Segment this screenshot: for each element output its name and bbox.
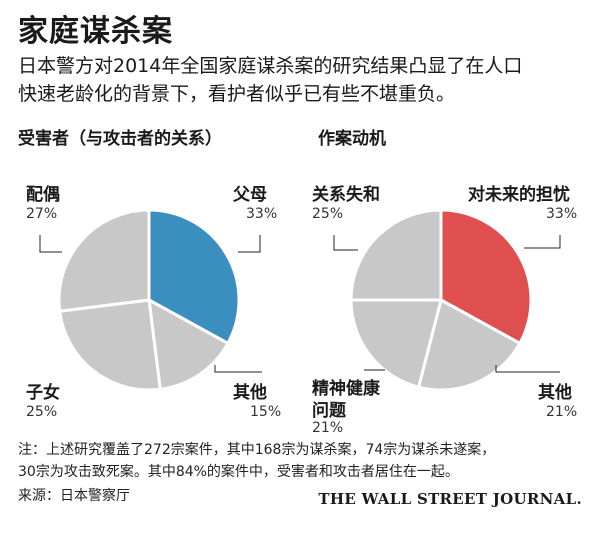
chart-2-slice-0 [439,208,533,345]
leader-line-1 [238,235,261,253]
leader-line-0 [39,235,62,253]
page-title: 家庭谋杀案 [18,14,173,49]
source-note: 来源：日本警察厅 [18,488,130,504]
chart-2-pct-future-worry: 33% [546,206,578,222]
chart-1-label-children: 子女 [26,383,60,403]
publisher-logo: THE WALL STREET JOURNAL. [318,490,582,508]
note-line-1: 注：上述研究覆盖了272宗案件，其中168宗为谋杀案，74宗为谋杀未遂案， [18,442,496,458]
chart-2-label-relationship: 关系失和 [312,185,380,205]
chart-1-label-parents: 父母 [233,185,267,205]
chart-2-slice-1 [417,298,522,392]
chart-1-title: 受害者（与攻击者的关系） [18,129,222,149]
chart-2-slice-3 [349,208,443,302]
chart-2-label-other: 其他 [538,383,572,403]
subtitle-line-2: 快速老龄化的背景下，看护者似乎已有些不堪重负。 [18,83,456,105]
leader-line-5 [495,365,560,373]
chart-1-pct-other: 15% [250,404,282,420]
chart-2-label-future-worry: 对未来的担忧 [468,185,570,205]
chart-2-label-mental-health-2: 问题 [312,401,346,421]
chart-1-pct-parents: 33% [246,206,278,222]
subtitle-line-1: 日本警方对2014年全国家庭谋杀案的研究结果凸显了在人口 [18,55,523,77]
chart-2-title: 作案动机 [318,129,386,149]
chart-1-slice-3 [57,208,151,313]
chart-1-pct-spouse: 27% [26,206,58,222]
chart-2-pct-mental-health: 21% [312,420,344,436]
chart-1-pct-children: 25% [26,404,58,420]
note-line-2: 30宗为攻击致死案。其中84%的案件中，受害者和攻击者居住在一起。 [18,464,459,480]
chart-2-pct-other: 21% [546,404,578,420]
chart-1-slice-2 [58,298,162,392]
chart-1-slice-0 [147,208,241,345]
leader-line-4 [524,235,561,249]
leader-line-3 [333,235,358,251]
chart-1-label-other: 其他 [233,383,267,403]
chart-2-slice-2 [349,298,443,389]
chart-1-slice-1 [147,298,230,391]
chart-2-pct-relationship: 25% [312,206,344,222]
chart-1-label-spouse: 配偶 [26,185,60,205]
leader-line-2 [214,365,262,373]
chart-2-label-mental-health-1: 精神健康 [312,379,380,399]
